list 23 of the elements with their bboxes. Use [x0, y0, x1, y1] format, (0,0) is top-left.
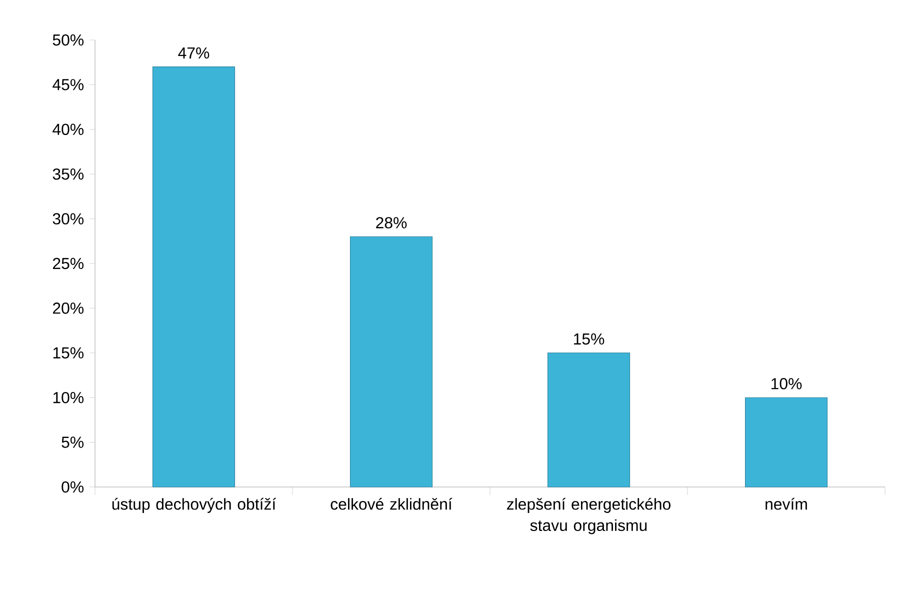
- data-label: 47%: [178, 47, 210, 59]
- bar: [547, 352, 630, 488]
- y-tick-label: 5%: [62, 436, 84, 448]
- x-tick-label: ústup dechových obtíží: [112, 498, 276, 513]
- x-tick-label: nevím: [766, 498, 807, 510]
- x-tick-label: celkové zklidnění: [330, 498, 452, 510]
- y-tick-label: 50%: [52, 34, 84, 46]
- y-tick-label: 20%: [52, 302, 84, 314]
- y-tick-label: 0%: [62, 481, 84, 493]
- bar: [350, 236, 433, 488]
- y-tick-label: 40%: [52, 124, 84, 136]
- data-label: 28%: [376, 217, 407, 228]
- y-tick-label: 15%: [53, 347, 84, 358]
- y-tick-label: 45%: [52, 79, 84, 90]
- y-tick-label: 25%: [52, 258, 84, 270]
- y-tick-label: 10%: [53, 392, 84, 404]
- y-tick-label: 35%: [52, 168, 84, 180]
- data-label: 10%: [772, 378, 802, 390]
- data-label: 15%: [574, 333, 604, 345]
- bar: [745, 397, 828, 488]
- y-tick-label: 30%: [52, 213, 84, 224]
- x-tick-label: zlepšení energetického stavu organismu: [506, 498, 670, 534]
- bar: [152, 66, 236, 488]
